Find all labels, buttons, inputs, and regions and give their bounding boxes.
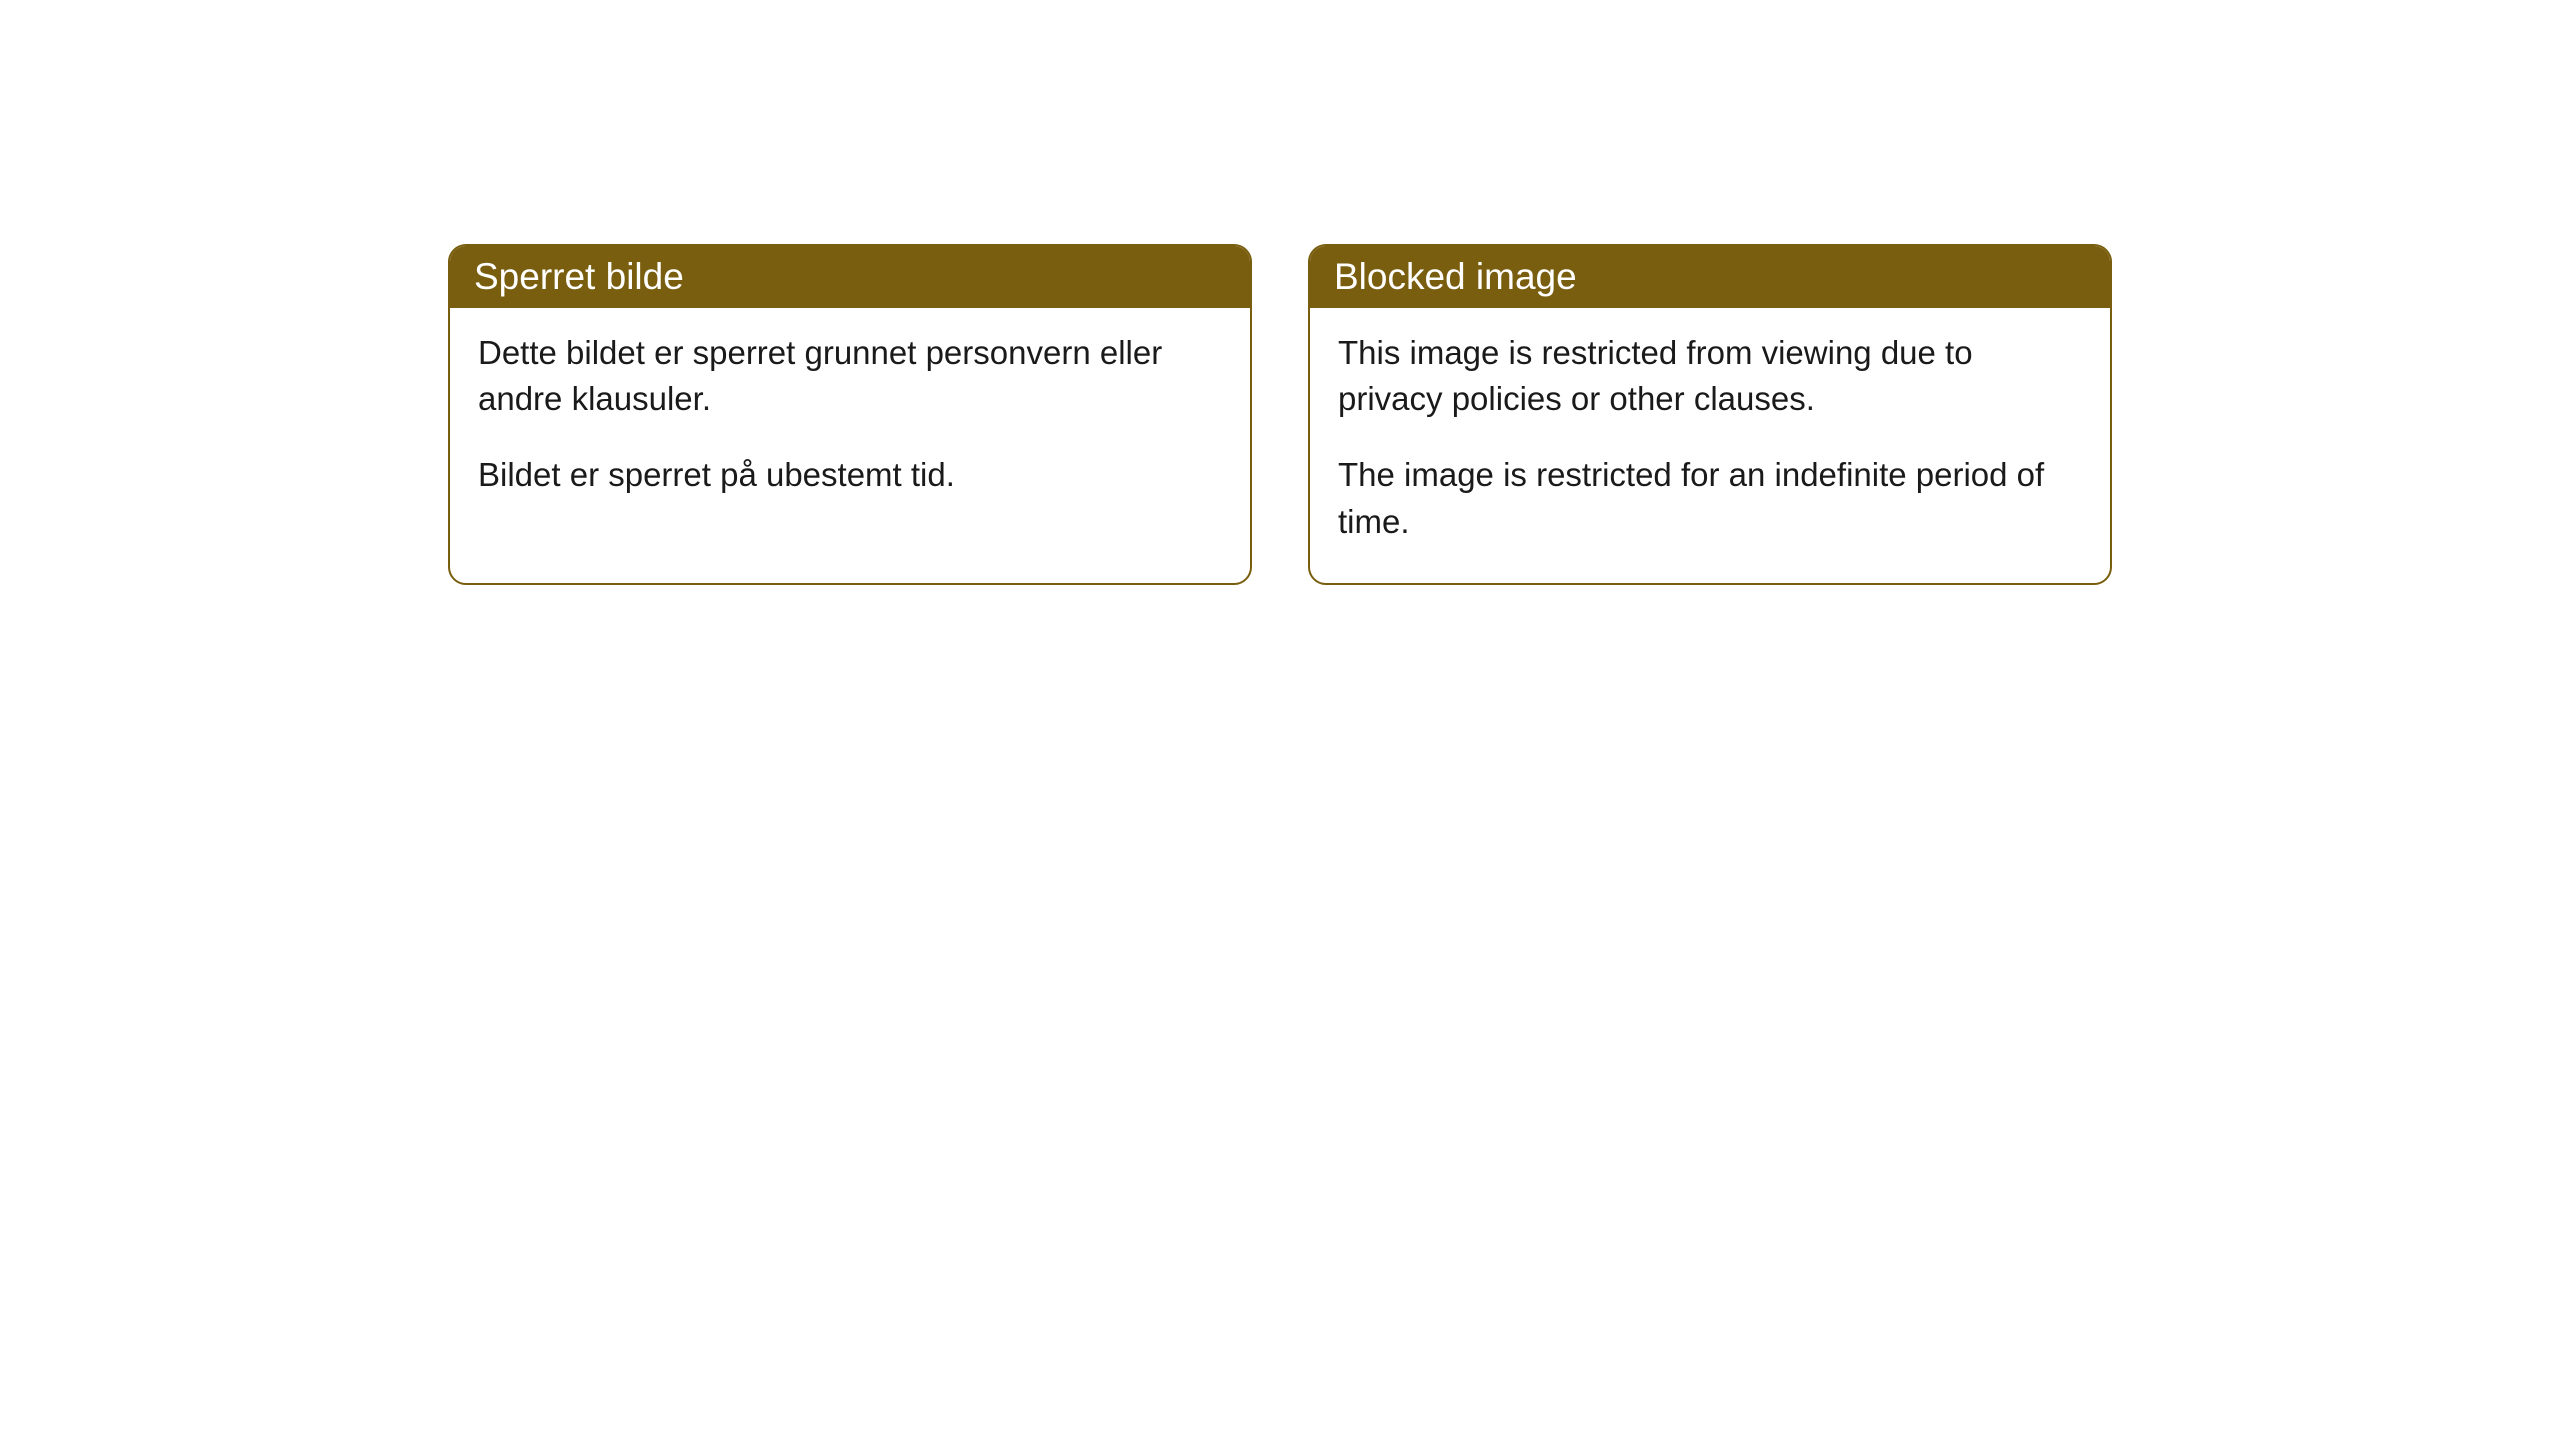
card-header: Sperret bilde <box>450 246 1250 308</box>
card-paragraph-2: Bildet er sperret på ubestemt tid. <box>478 452 1222 498</box>
card-paragraph-1: This image is restricted from viewing du… <box>1338 330 2082 422</box>
card-header: Blocked image <box>1310 246 2110 308</box>
blocked-image-card-english: Blocked image This image is restricted f… <box>1308 244 2112 585</box>
card-body: This image is restricted from viewing du… <box>1310 308 2110 583</box>
blocked-image-card-norwegian: Sperret bilde Dette bildet er sperret gr… <box>448 244 1252 585</box>
card-title: Sperret bilde <box>474 256 684 297</box>
card-body: Dette bildet er sperret grunnet personve… <box>450 308 1250 537</box>
notice-cards-container: Sperret bilde Dette bildet er sperret gr… <box>448 244 2112 585</box>
card-paragraph-2: The image is restricted for an indefinit… <box>1338 452 2082 544</box>
card-title: Blocked image <box>1334 256 1577 297</box>
card-paragraph-1: Dette bildet er sperret grunnet personve… <box>478 330 1222 422</box>
